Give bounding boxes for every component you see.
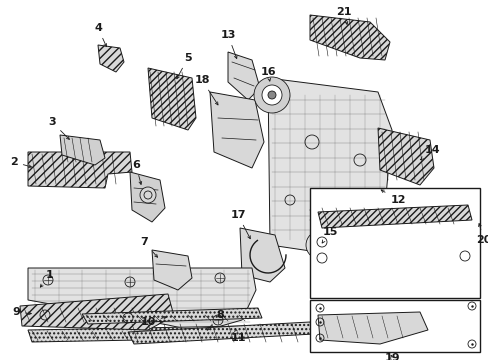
Polygon shape	[148, 68, 196, 130]
Text: 13: 13	[220, 30, 237, 59]
Circle shape	[316, 242, 323, 248]
Text: 3: 3	[48, 117, 69, 139]
Text: 19: 19	[384, 353, 399, 360]
Polygon shape	[377, 128, 433, 185]
Text: 21: 21	[336, 7, 351, 24]
Text: 9: 9	[12, 307, 31, 317]
Polygon shape	[28, 152, 132, 188]
Polygon shape	[128, 322, 313, 344]
Polygon shape	[209, 92, 264, 168]
Polygon shape	[240, 228, 285, 282]
Bar	[309, 300, 479, 352]
Polygon shape	[20, 294, 174, 330]
Polygon shape	[309, 15, 389, 60]
Polygon shape	[267, 78, 391, 258]
Text: 15: 15	[322, 227, 337, 243]
Polygon shape	[317, 205, 471, 228]
Bar	[309, 188, 479, 298]
Text: 17: 17	[230, 210, 250, 239]
Circle shape	[140, 187, 156, 203]
Text: 12: 12	[381, 190, 405, 205]
Polygon shape	[227, 52, 260, 100]
Polygon shape	[130, 172, 164, 222]
Text: 11: 11	[230, 329, 245, 343]
Polygon shape	[98, 45, 124, 72]
Circle shape	[267, 91, 275, 99]
Polygon shape	[317, 312, 427, 344]
Polygon shape	[28, 326, 247, 342]
Text: 4: 4	[94, 23, 106, 47]
Text: 18: 18	[194, 75, 218, 105]
Circle shape	[305, 231, 333, 259]
Text: 16: 16	[260, 67, 275, 81]
Text: 14: 14	[420, 145, 439, 160]
Text: 10: 10	[140, 316, 166, 327]
Polygon shape	[152, 250, 192, 290]
Text: 7: 7	[140, 237, 157, 257]
Polygon shape	[60, 135, 105, 165]
Polygon shape	[82, 308, 262, 324]
Circle shape	[253, 77, 289, 113]
Polygon shape	[28, 268, 256, 332]
Text: 5: 5	[176, 53, 191, 79]
Text: 6: 6	[132, 160, 142, 184]
Circle shape	[262, 85, 282, 105]
Text: 8: 8	[207, 310, 224, 330]
Text: 20: 20	[475, 224, 488, 245]
Circle shape	[311, 237, 327, 253]
Text: 2: 2	[10, 157, 31, 167]
Text: 1: 1	[40, 270, 54, 287]
